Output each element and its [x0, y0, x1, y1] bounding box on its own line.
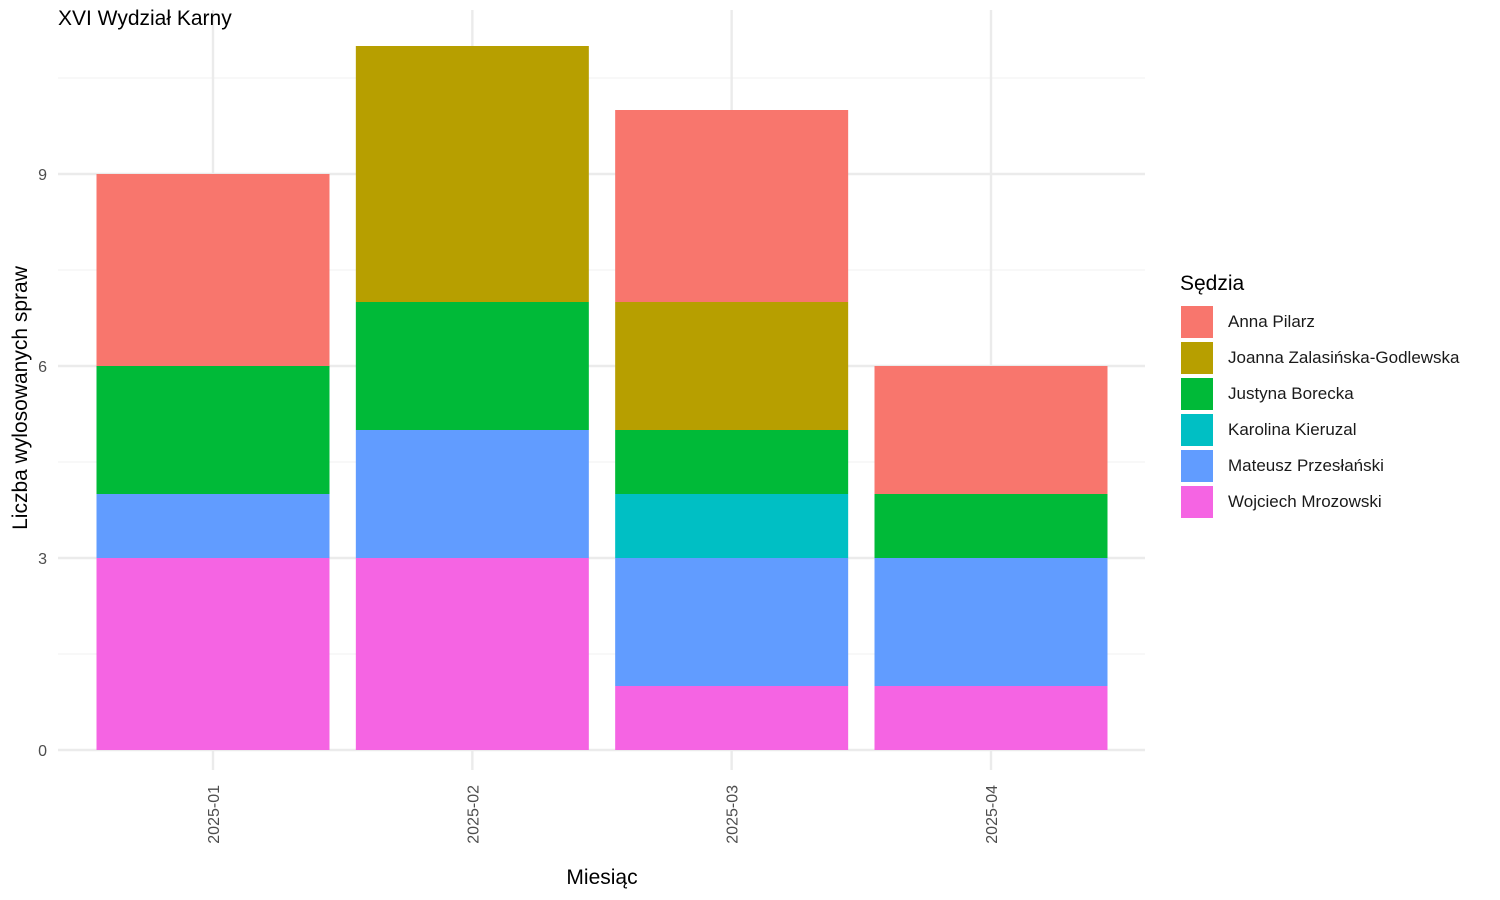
legend-item: Mateusz Przesłański: [1180, 448, 1460, 484]
legend-item: Anna Pilarz: [1180, 304, 1460, 340]
bar-segment: [874, 366, 1108, 494]
x-tick-label: 2025-02: [465, 785, 482, 844]
bar-segment: [615, 110, 849, 302]
legend-item: Justyna Borecka: [1180, 376, 1460, 412]
legend-item: Wojciech Mrozowski: [1180, 484, 1460, 520]
bar-segment: [615, 494, 849, 558]
bar-segment: [615, 558, 849, 686]
y-tick-label: 0: [38, 743, 47, 760]
bar-segment: [615, 302, 849, 430]
legend-label: Wojciech Mrozowski: [1228, 492, 1382, 511]
bar-segment: [96, 366, 330, 494]
legend-swatch: [1181, 450, 1213, 482]
bar-segment: [615, 430, 849, 494]
bar-segment: [355, 46, 589, 302]
chart-title: XVI Wydział Karny: [58, 7, 232, 30]
legend-item: Joanna Zalasińska-Godlewska: [1180, 340, 1460, 376]
x-tick-label: 2025-04: [984, 785, 1001, 844]
legend-swatch: [1181, 414, 1213, 446]
legend-label: Justyna Borecka: [1228, 384, 1354, 403]
legend-item: Karolina Kieruzal: [1180, 412, 1460, 448]
legend-swatch: [1181, 486, 1213, 518]
legend: Sędzia Anna Pilarz Joanna Zalasińska-Godl…: [1180, 272, 1460, 520]
legend-title: Sędzia: [1180, 272, 1245, 295]
bar-segment: [615, 686, 849, 750]
bar-segment: [874, 558, 1108, 686]
y-tick-label: 6: [38, 359, 47, 376]
legend-label: Mateusz Przesłański: [1228, 456, 1384, 475]
legend-label: Karolina Kieruzal: [1228, 420, 1357, 439]
legend-label: Joanna Zalasińska-Godlewska: [1228, 348, 1460, 367]
legend-swatch: [1181, 342, 1213, 374]
bar-segment: [355, 558, 589, 750]
legend-swatch: [1181, 378, 1213, 410]
legend-label: Anna Pilarz: [1228, 312, 1315, 331]
bar-segment: [96, 558, 330, 750]
x-tick-label: 2025-01: [206, 785, 223, 844]
y-tick-label: 3: [38, 551, 47, 568]
bar-segment: [96, 174, 330, 366]
bar-segment: [355, 430, 589, 558]
bar-segment: [355, 302, 589, 430]
bar-segment: [96, 494, 330, 558]
y-tick-label: 9: [38, 167, 47, 184]
bar-segment: [874, 686, 1108, 750]
legend-swatch: [1181, 306, 1213, 338]
bar-segment: [874, 494, 1108, 558]
x-tick-label: 2025-03: [725, 785, 742, 844]
